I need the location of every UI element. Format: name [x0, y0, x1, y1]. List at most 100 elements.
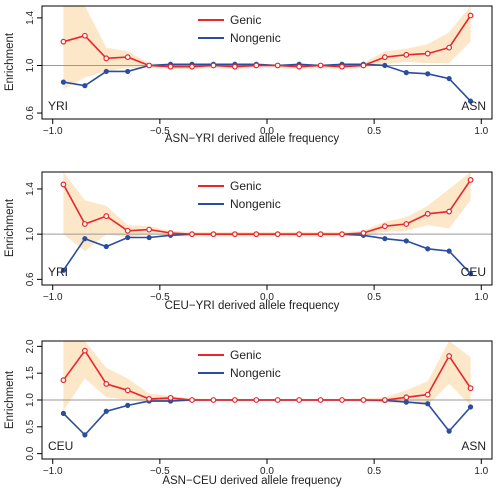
- genic-point: [467, 177, 474, 183]
- genic-point: [124, 387, 131, 394]
- nongenic-point: [425, 246, 431, 252]
- genic-point: [103, 55, 110, 62]
- x-axis-title: CEU−YRI derived allele frequency: [165, 300, 340, 312]
- genic-point: [339, 231, 345, 238]
- nongenic-point: [425, 71, 431, 77]
- legend-label-genic: Genic: [230, 348, 261, 362]
- genic-point: [231, 397, 238, 403]
- y-tick-label: 0.6: [25, 106, 36, 120]
- genic-point: [81, 221, 88, 227]
- nongenic-point: [403, 238, 409, 244]
- genic-point: [103, 213, 110, 219]
- genic-point: [167, 230, 174, 236]
- genic-point: [360, 230, 367, 236]
- nongenic-point: [125, 234, 131, 241]
- genic-point: [81, 32, 88, 39]
- genic-point: [360, 397, 367, 403]
- nongenic-point: [82, 432, 88, 438]
- genic-point: [296, 231, 303, 238]
- corner-label-right: CEU: [461, 265, 486, 279]
- nongenic-point: [103, 408, 109, 414]
- genic-point: [103, 381, 110, 387]
- nongenic-point: [382, 236, 388, 242]
- nongenic-point: [82, 236, 88, 242]
- genic-point: [189, 63, 195, 70]
- genic-point: [253, 62, 260, 69]
- genic-point: [339, 63, 345, 70]
- nongenic-point: [467, 98, 474, 104]
- x-axis-title: ASN−CEU derived allele frequency: [162, 475, 342, 487]
- genic-point: [274, 62, 281, 69]
- nongenic-point: [103, 68, 109, 75]
- genic-point: [467, 385, 474, 392]
- genic-point: [446, 44, 453, 51]
- genic-point: [339, 397, 345, 403]
- genic-point: [146, 226, 153, 233]
- corner-label-right: ASN: [461, 439, 486, 453]
- nongenic-point: [82, 83, 88, 89]
- genic-point: [60, 38, 67, 45]
- legend-label-genic: Genic: [230, 179, 261, 193]
- y-tick-label: 1.5: [25, 366, 36, 380]
- nongenic-point: [103, 243, 109, 250]
- y-tick-label: 0.6: [25, 272, 36, 286]
- genic-point: [381, 397, 388, 403]
- corner-label-right: ASN: [461, 99, 486, 113]
- corner-label-left: YRI: [48, 99, 68, 113]
- genic-point: [189, 231, 195, 238]
- genic-point: [231, 231, 238, 238]
- legend-label-genic: Genic: [230, 13, 261, 27]
- genic-confidence-band: [63, 6, 471, 90]
- genic-point: [146, 62, 153, 69]
- genic-point: [403, 221, 410, 227]
- x-tick-label: −0.5: [150, 126, 170, 137]
- panel-1: −1.0 −0.5 0.0 0.5 1.0 0.6 1.0 1.4 ASN−YRI derive…: [4, 5, 493, 145]
- y-tick-label: 0.0: [25, 446, 36, 460]
- corner-label-left: CEU: [48, 439, 73, 453]
- genic-point: [189, 397, 195, 403]
- x-tick-label: −1.0: [43, 292, 63, 303]
- y-tick-label: 1.4: [25, 11, 36, 25]
- nongenic-point: [125, 402, 131, 408]
- genic-point: [210, 62, 217, 69]
- nongenic-point: [60, 410, 67, 417]
- x-tick-label: 0.0: [260, 466, 274, 477]
- nongenic-point: [467, 271, 474, 277]
- genic-point: [167, 394, 174, 401]
- nongenic-point: [60, 267, 67, 273]
- nongenic-point: [146, 234, 152, 241]
- genic-point: [317, 231, 324, 238]
- x-tick-label: 0.0: [260, 126, 274, 137]
- x-tick-label: 1.0: [474, 126, 488, 137]
- y-axis-title: Enrichment: [4, 370, 16, 429]
- x-tick-label: −0.5: [150, 466, 170, 477]
- genic-point: [146, 396, 153, 402]
- x-tick-label: 1.0: [474, 466, 488, 477]
- genic-point: [231, 63, 238, 70]
- nongenic-series-line: [63, 63, 472, 102]
- x-tick-label: 0.0: [260, 292, 274, 303]
- genic-point: [253, 231, 260, 238]
- x-tick-label: 1.0: [474, 292, 488, 303]
- nongenic-point: [467, 404, 474, 410]
- genic-point: [446, 208, 453, 215]
- nongenic-point: [425, 401, 431, 407]
- genic-point: [403, 394, 410, 401]
- x-tick-label: −1.0: [43, 126, 63, 137]
- genic-series-line: [62, 349, 472, 401]
- genic-point: [467, 12, 474, 19]
- genic-point: [381, 54, 388, 61]
- x-tick-label: 0.5: [367, 292, 381, 303]
- genic-point: [317, 397, 324, 403]
- y-tick-label: 1.0: [25, 58, 36, 72]
- x-tick-label: 0.5: [367, 126, 381, 137]
- genic-point: [446, 353, 453, 359]
- genic-point: [381, 223, 388, 230]
- y-tick-label: 1.4: [25, 182, 36, 196]
- genic-point: [210, 397, 217, 403]
- panel-2: −1.0 −0.5 0.0 0.5 1.0 0.6 1.0 1.4 CEU−YRI derive…: [4, 171, 493, 312]
- y-axis-title: Enrichment: [4, 198, 16, 257]
- nongenic-series-line: [62, 399, 472, 437]
- y-tick-label: 0.5: [25, 419, 36, 433]
